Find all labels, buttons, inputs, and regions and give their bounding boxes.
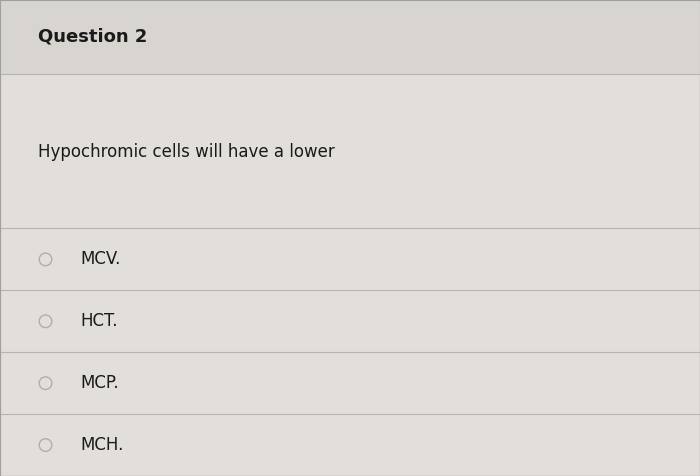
Text: Question 2: Question 2 bbox=[38, 28, 148, 46]
Text: MCP.: MCP. bbox=[80, 374, 119, 392]
Text: MCV.: MCV. bbox=[80, 250, 121, 268]
Text: MCH.: MCH. bbox=[80, 436, 124, 454]
Bar bbox=[0, 0, 700, 74]
Text: HCT.: HCT. bbox=[80, 312, 118, 330]
Text: Hypochromic cells will have a lower: Hypochromic cells will have a lower bbox=[38, 143, 335, 161]
